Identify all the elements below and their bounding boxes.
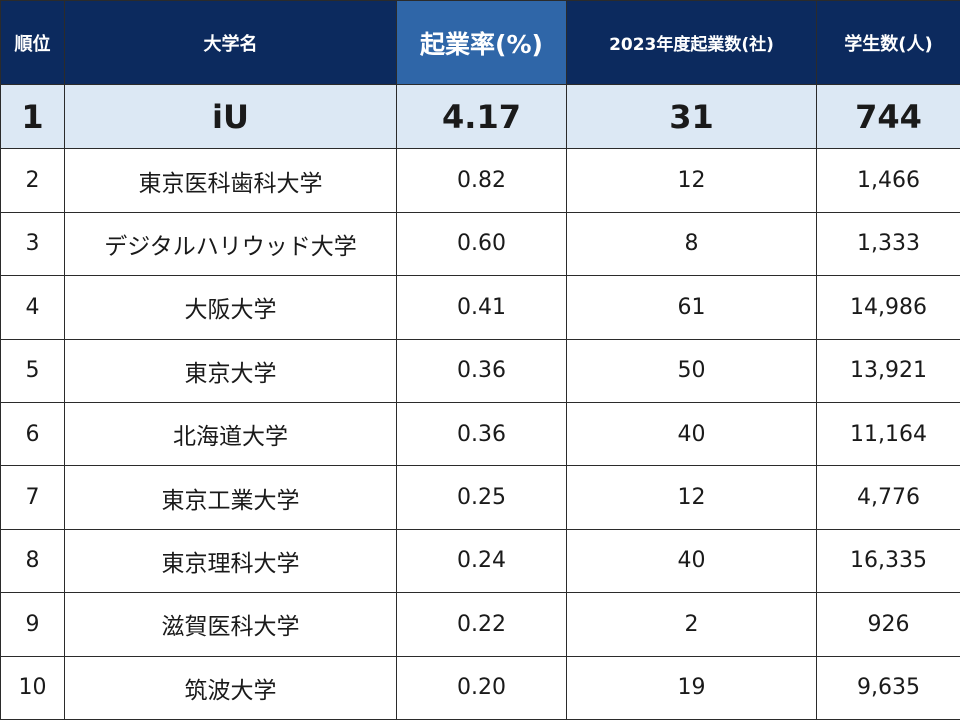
startup-rate-cell: 0.20 [396,655,567,720]
university-name-cell: 東京医科歯科大学 [64,148,397,213]
table-row: 10 筑波大学 0.20 19 9,635 [0,655,960,720]
startup-count-cell: 50 [566,338,817,403]
startup-rate-cell: 0.25 [396,465,567,530]
startup-rate-cell: 0.36 [396,338,567,403]
student-count-cell: 13,921 [816,338,960,403]
rank-cell: 5 [0,338,65,403]
table-row: 2 東京医科歯科大学 0.82 12 1,466 [0,148,960,213]
rank-cell: 10 [0,655,65,720]
startup-rate-cell: 0.60 [396,211,567,277]
startup-count-cell: 19 [566,655,817,720]
table-header: 順位 大学名 起業率(%) 2023年度起業数(社) 学生数(人) [0,0,960,85]
rank-cell: 9 [0,592,65,657]
header-row: 順位 大学名 起業率(%) 2023年度起業数(社) 学生数(人) [0,0,960,85]
startup-rate-cell: 0.22 [396,592,567,657]
startup-rate-cell: 0.24 [396,528,567,594]
table-row: 4 大阪大学 0.41 61 14,986 [0,275,960,340]
startup-count-cell: 2 [566,592,817,657]
table-row: 9 滋賀医科大学 0.22 2 926 [0,592,960,657]
rank-cell: 2 [0,148,65,213]
startup-rate-cell: 0.36 [396,401,567,467]
startup-rate-cell: 0.82 [396,148,567,213]
table-row: 3 デジタルハリウッド大学 0.60 8 1,333 [0,211,960,277]
header-startup-rate: 起業率(%) [396,0,567,85]
startup-count-cell: 31 [566,83,817,150]
student-count-cell: 11,164 [816,401,960,467]
startup-count-cell: 61 [566,275,817,340]
university-name-cell: 大阪大学 [64,275,397,340]
student-count-cell: 16,335 [816,528,960,594]
rank-cell: 8 [0,528,65,594]
table-row: 8 東京理科大学 0.24 40 16,335 [0,528,960,594]
university-name-cell: 東京大学 [64,338,397,403]
table-row: 6 北海道大学 0.36 40 11,164 [0,401,960,467]
startup-count-cell: 40 [566,401,817,467]
student-count-cell: 1,333 [816,211,960,277]
student-count-cell: 1,466 [816,148,960,213]
student-count-cell: 14,986 [816,275,960,340]
startup-count-cell: 12 [566,148,817,213]
university-name-cell: 筑波大学 [64,655,397,720]
university-name-cell: 東京理科大学 [64,528,397,594]
university-name-cell: 北海道大学 [64,401,397,467]
rank-cell: 4 [0,275,65,340]
rank-cell: 6 [0,401,65,467]
header-university-name: 大学名 [64,0,397,85]
header-rank: 順位 [0,0,65,85]
student-count-cell: 926 [816,592,960,657]
table-row-top: 1 iU 4.17 31 744 [0,83,960,150]
student-count-cell: 9,635 [816,655,960,720]
student-count-cell: 744 [816,83,960,150]
table-body: 1 iU 4.17 31 744 2 東京医科歯科大学 0.82 12 1,46… [0,83,960,720]
rank-cell: 1 [0,83,65,150]
header-startup-count: 2023年度起業数(社) [566,0,817,85]
university-name-cell: デジタルハリウッド大学 [64,211,397,277]
startup-count-cell: 40 [566,528,817,594]
table-row: 5 東京大学 0.36 50 13,921 [0,338,960,403]
header-student-count: 学生数(人) [816,0,960,85]
startup-count-cell: 12 [566,465,817,530]
university-name-cell: 東京工業大学 [64,465,397,530]
startup-rate-cell: 4.17 [396,83,567,150]
startup-rate-cell: 0.41 [396,275,567,340]
university-name-cell: 滋賀医科大学 [64,592,397,657]
university-name-cell: iU [64,83,397,150]
startup-count-cell: 8 [566,211,817,277]
rank-cell: 7 [0,465,65,530]
table-row: 7 東京工業大学 0.25 12 4,776 [0,465,960,530]
rank-cell: 3 [0,211,65,277]
student-count-cell: 4,776 [816,465,960,530]
